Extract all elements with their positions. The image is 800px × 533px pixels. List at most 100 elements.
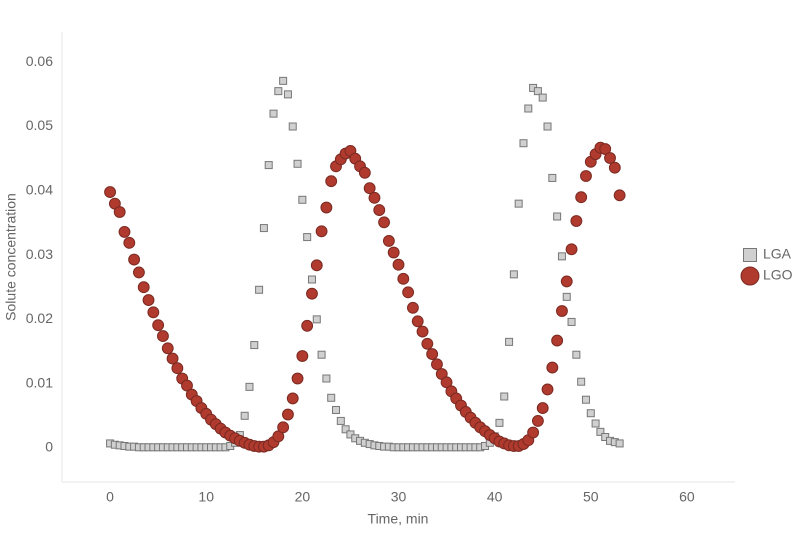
circle-point <box>378 216 391 229</box>
x-tick-label: 40 <box>487 489 503 505</box>
square-point <box>553 212 562 221</box>
circle-point <box>560 275 573 288</box>
circle-point <box>128 253 141 266</box>
circle-point <box>580 170 592 182</box>
circle-point <box>113 206 126 218</box>
x-axis-label: Time, min <box>368 511 429 527</box>
square-point <box>577 377 586 386</box>
circle-point <box>387 246 400 259</box>
circle-point <box>118 226 131 238</box>
circle-point <box>132 266 145 279</box>
square-point <box>586 409 595 418</box>
square-point <box>500 392 509 401</box>
y-tick-label: 0.05 <box>26 117 53 133</box>
square-point <box>336 416 345 425</box>
circle-point <box>440 376 453 389</box>
square-point <box>259 224 268 233</box>
square-point <box>269 109 278 118</box>
y-tick-label: 0.04 <box>26 181 53 197</box>
square-point <box>255 285 264 294</box>
square-point <box>596 427 605 436</box>
x-tick-label: 50 <box>583 489 599 505</box>
circle-point <box>147 306 160 319</box>
square-point <box>591 419 600 428</box>
circle-point <box>599 143 612 155</box>
circle-point <box>392 258 405 271</box>
square-point <box>245 382 254 391</box>
circle-point <box>541 383 554 396</box>
circle-point <box>161 342 174 355</box>
circle-point <box>397 272 410 285</box>
square-point <box>533 87 542 96</box>
circle-point <box>320 201 333 214</box>
square-point <box>293 159 302 168</box>
circle-point <box>531 415 544 427</box>
circle-point <box>286 392 299 405</box>
circle-point <box>382 235 395 247</box>
square-point <box>283 90 292 99</box>
square-point <box>581 395 590 404</box>
square-point <box>495 418 504 427</box>
square-point <box>509 270 518 279</box>
circle-point <box>277 421 290 434</box>
circle-point <box>565 243 578 256</box>
x-tick-label: 30 <box>391 489 407 505</box>
square-point <box>288 122 297 131</box>
x-tick-label: 0 <box>106 489 114 505</box>
circle-point <box>142 294 155 306</box>
circle-point <box>306 287 318 300</box>
square-point <box>332 406 341 414</box>
circle-point <box>325 175 338 188</box>
square-point <box>557 252 566 261</box>
square-point <box>524 104 533 113</box>
square-point <box>240 411 249 420</box>
y-tick-label: 0.01 <box>26 374 53 390</box>
square-point <box>572 350 581 359</box>
square-point <box>312 315 321 324</box>
square-point <box>279 76 288 85</box>
circle-point <box>575 191 588 204</box>
circle-point <box>166 352 179 365</box>
circle-point <box>536 402 549 414</box>
square-point <box>548 173 557 182</box>
circle-point <box>358 166 371 179</box>
square-point <box>317 350 326 359</box>
circle-point <box>527 426 540 439</box>
square-point <box>514 199 523 208</box>
square-point <box>341 425 350 434</box>
square-point <box>303 233 312 242</box>
square-point <box>567 317 576 326</box>
circle-point <box>402 286 415 299</box>
circle-point <box>152 319 165 332</box>
square-point <box>327 393 336 402</box>
x-tick-label: 60 <box>679 489 695 505</box>
circle-point <box>426 348 439 360</box>
circle-point <box>416 325 429 338</box>
circle-point <box>406 301 419 314</box>
square-point <box>250 341 259 350</box>
circle-point <box>310 259 323 272</box>
circle-point <box>608 161 621 174</box>
square-point <box>538 93 547 102</box>
legend-marker <box>743 248 757 262</box>
square-point <box>562 292 571 301</box>
circle-point <box>551 334 564 347</box>
circle-point <box>301 319 314 332</box>
square-point <box>307 275 316 284</box>
circle-point <box>104 186 116 198</box>
circle-point <box>368 191 381 204</box>
square-point <box>274 87 283 96</box>
x-tick-label: 20 <box>295 489 311 505</box>
circle-point <box>363 182 376 195</box>
legend-marker <box>740 266 760 286</box>
circle-point <box>570 215 583 227</box>
circle-point <box>373 204 386 216</box>
square-point <box>298 195 307 204</box>
y-tick-label: 0 <box>45 439 53 455</box>
circle-point <box>431 358 443 371</box>
circle-point <box>421 337 434 350</box>
circle-point <box>556 305 568 317</box>
x-tick-label: 10 <box>198 489 214 505</box>
circle-point <box>272 430 285 443</box>
